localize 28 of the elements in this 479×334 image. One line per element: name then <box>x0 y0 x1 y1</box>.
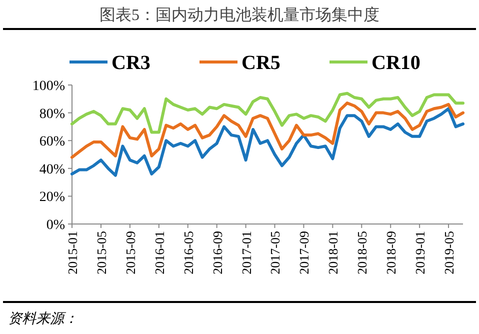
line-series <box>70 92 464 134</box>
legend-label: CR3 <box>112 52 150 74</box>
legend-label: CR10 <box>372 52 420 74</box>
x-tick-label: 2015-01 <box>65 231 80 274</box>
x-tick-label: 2016-09 <box>210 231 225 274</box>
x-tick-label: 2015-09 <box>122 231 138 274</box>
y-tick-label: 80% <box>39 106 66 122</box>
y-tick-label: 0% <box>46 218 66 233</box>
line-series <box>70 102 464 159</box>
text: 资料来源： <box>8 311 78 327</box>
y-tick-label: 100% <box>32 79 66 94</box>
y-tick-label: 60% <box>39 134 66 150</box>
y-tick-label: 20% <box>39 190 66 206</box>
y-tick-label: 40% <box>39 162 66 178</box>
line-series <box>70 107 464 177</box>
x-tick-label: 2018-01 <box>326 231 341 274</box>
chart-title: 图表5：国内动力电池装机量市场集中度 <box>100 6 380 24</box>
x-tick-label: 2017-05 <box>268 231 283 274</box>
legend-label: CR5 <box>242 52 280 74</box>
x-tick-label: 2019-05 <box>442 231 457 274</box>
x-tick-label: 2015-05 <box>94 231 109 274</box>
x-tick-label: 2018-09 <box>384 231 399 274</box>
x-tick-label: 2017-09 <box>296 231 312 274</box>
x-tick-label: 2018-05 <box>354 231 370 274</box>
x-tick-label: 2019-01 <box>412 231 428 274</box>
x-tick-label: 2017-01 <box>238 231 254 274</box>
x-tick-label: 2016-05 <box>180 231 196 274</box>
x-tick-label: 2016-01 <box>152 231 167 274</box>
